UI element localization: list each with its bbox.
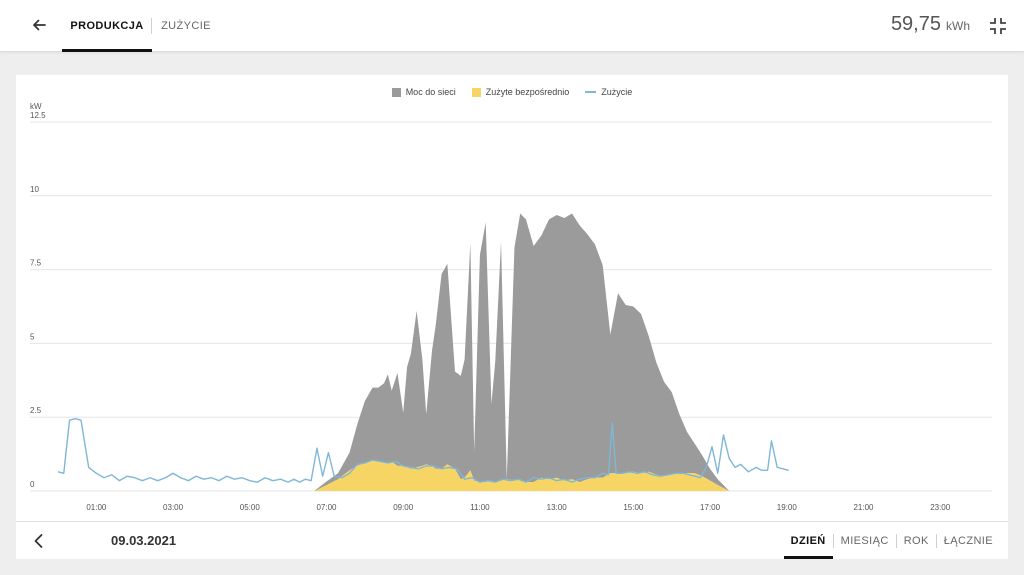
x-tick-label-8: 17:00: [700, 503, 721, 512]
total-energy: 59,75 kWh: [891, 13, 970, 36]
period-dzien[interactable]: DZIEŃ: [783, 522, 833, 560]
back-button[interactable]: [28, 14, 50, 36]
series-area-moc-do-sieci: [314, 213, 730, 491]
legend-swatch-direct: [471, 87, 481, 97]
y-tick-label-2: 5: [30, 332, 35, 341]
x-axis: 01:00 03:00 05:00 07:00 09:00 11:00 13:00 15:00…: [86, 503, 950, 512]
period-rok[interactable]: ROK: [903, 535, 929, 547]
legend-label-consumption: Zużycie: [601, 87, 633, 97]
area-series: [314, 213, 730, 491]
x-tick-label-9: 19:00: [777, 503, 798, 512]
collapse-button[interactable]: [988, 16, 1008, 36]
legend-item-grid-feed[interactable]: Moc do sieci: [391, 87, 456, 97]
y-tick-label-3: 7.5: [30, 259, 42, 268]
legend-swatch-grid-feed: [391, 87, 401, 97]
tab-divider: [151, 18, 152, 34]
legend-item-consumption[interactable]: Zużycie: [585, 87, 632, 97]
series-area-zuzyte-bezposrednio: [314, 460, 730, 491]
period-divider: [935, 534, 937, 548]
bottom-bar: 09.03.2021 DZIEŃ MIESIĄC ROK ŁĄCZNIE: [16, 521, 1008, 559]
previous-day-button[interactable]: [30, 532, 48, 550]
period-divider: [832, 534, 834, 548]
chart-card: Moc do sieci Zużyte bezpośrednio Zużycie…: [16, 75, 1008, 559]
legend-label-grid-feed: Moc do sieci: [405, 87, 456, 97]
total-value: 59,75: [890, 13, 941, 35]
x-tick-label-11: 23:00: [930, 503, 951, 512]
tab-zuzycie[interactable]: ZUŻYCIE: [161, 20, 211, 32]
x-tick-label-4: 09:00: [393, 503, 414, 512]
chevron-left-icon: [34, 534, 43, 548]
x-tick-label-7: 15:00: [623, 503, 644, 512]
period-divider: [895, 534, 897, 548]
y-axis-unit: kW: [30, 102, 42, 111]
selected-date[interactable]: 09.03.2021: [111, 533, 177, 548]
legend-label-direct: Zużyte bezpośrednio: [485, 87, 570, 97]
y-axis: 0 2.5 5 7.5 10 12.5: [30, 111, 46, 489]
collapse-fullscreen-icon: [990, 18, 1006, 34]
y-tick-label-1: 2.5: [30, 406, 42, 415]
legend-item-direct[interactable]: Zużyte bezpośrednio: [471, 87, 570, 97]
x-tick-label-2: 05:00: [240, 503, 261, 512]
x-tick-label-3: 07:00: [316, 503, 337, 512]
x-tick-label-10: 21:00: [853, 503, 874, 512]
line-series: [57, 417, 789, 483]
period-miesiac[interactable]: MIESIĄC: [840, 535, 889, 547]
x-tick-label-1: 03:00: [163, 503, 184, 512]
series-line-zuzycie: [57, 417, 789, 483]
arrow-left-icon: [33, 19, 46, 31]
period-lacznie[interactable]: ŁĄCZNIE: [943, 535, 993, 547]
total-unit: kWh: [946, 19, 970, 33]
x-tick-label-5: 11:00: [470, 503, 490, 512]
y-tick-label-0: 0: [30, 480, 35, 489]
tab-produkcja[interactable]: PRODUKCJA: [62, 0, 152, 52]
period-selector: DZIEŃ MIESIĄC ROK ŁĄCZNIE: [783, 522, 1000, 560]
x-tick-label-6: 13:00: [547, 503, 568, 512]
x-tick-label-0: 01:00: [86, 503, 107, 512]
top-bar: PRODUKCJA ZUŻYCIE 59,75 kWh: [0, 0, 1024, 52]
y-tick-label-4: 10: [30, 185, 39, 194]
legend-swatch-consumption: [585, 91, 597, 93]
y-tick-label-5: 12.5: [30, 111, 46, 120]
chart-legend: Moc do sieci Zużyte bezpośrednio Zużycie: [16, 87, 1008, 97]
production-chart[interactable]: kW 0 2.5 5 7.5 10 12.5 01:00 03:00 05:00 07:00 09…: [16, 75, 1008, 521]
